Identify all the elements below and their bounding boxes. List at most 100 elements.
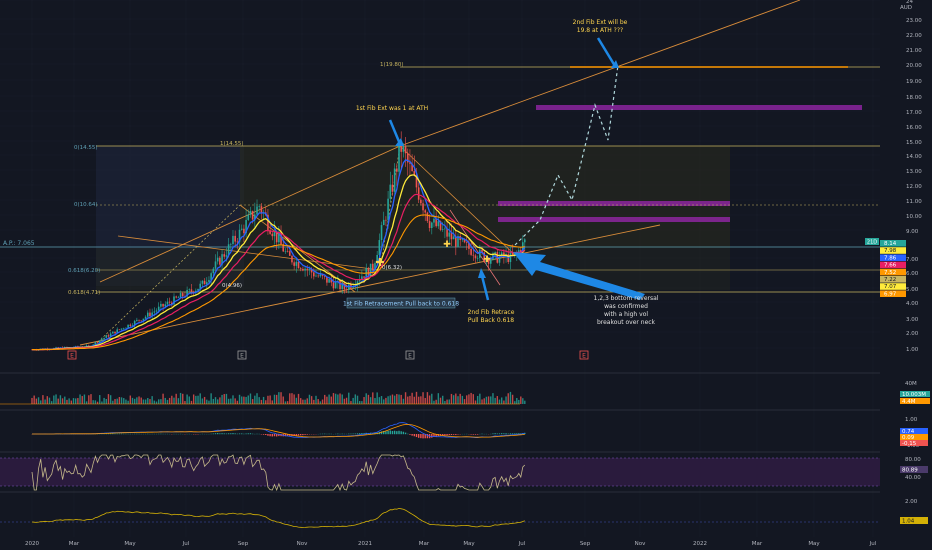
y-tick-7: 17.00 [906,110,922,116]
volume-bar [485,396,488,404]
candle-body [120,328,123,330]
candle-body [258,206,260,207]
candle-body [179,293,182,298]
candle-body [424,210,427,213]
macd-bar [216,433,219,435]
earnings-box-4[interactable] [579,350,589,360]
candle-body [208,280,210,283]
volume-bar [490,396,492,404]
volume-bar [219,397,221,404]
annotation-reversal-line2: was confirmed [604,303,648,310]
volume-bar [479,393,481,404]
volume-bar [197,395,199,404]
volume-bar [352,397,354,404]
candle-body [306,268,309,270]
earnings-marker-2[interactable]: E [240,353,244,360]
candle-body [376,254,378,264]
price-badge-2: 7.86 [884,255,897,261]
candle-body [275,231,278,243]
macd-bar [214,433,217,435]
zone-bar-1 [536,105,862,110]
annotation-2nd-retrace-line2: Pull Back 0.618 [468,317,514,324]
candle-body [409,162,411,164]
candle-body [282,244,285,252]
earnings-marker-4[interactable]: E [582,353,586,360]
candle-body [203,280,206,285]
x-tick-2: May [124,541,136,547]
volume-bar [271,400,274,404]
candle-body [520,250,522,253]
trend-down-1 [117,235,381,271]
earnings-box-1[interactable] [67,350,77,360]
candle-body [415,174,418,188]
volume-bar [46,396,48,404]
candle-body [219,257,221,265]
volume-bar [337,394,339,404]
volume-bar [123,398,125,404]
volume-bar [64,396,66,404]
candle-body [293,262,295,266]
candle-body [96,342,99,343]
candle-body [319,274,322,277]
candle-body [404,146,407,154]
volume-bar [112,400,114,404]
volume-bar [363,397,365,404]
volume-bar [37,397,40,404]
macd-bar [411,434,413,436]
candle-body [321,274,324,276]
volume-bar [387,396,389,404]
volume-bar [245,396,247,404]
arrow-reversal [513,252,645,300]
volume-bar [173,397,175,404]
volume-bar [210,393,212,404]
volume-bar [273,394,276,404]
trend-down-4 [449,209,501,286]
macd-bar [496,433,499,435]
fib-diagonal-1 [94,204,241,346]
macd-bar [402,431,405,435]
macd-bar [505,433,507,435]
arrows [388,37,645,301]
panel-separators [0,372,932,493]
earnings-box-3[interactable] [405,350,415,360]
candle-body [173,296,175,305]
x-tick-12: 2022 [693,541,707,547]
earnings-marker-1[interactable]: E [70,353,74,360]
fib-label-19-8: 1(19.80) [380,62,404,68]
y-tick-9: 15.00 [906,140,922,146]
earnings-markers[interactable]: E E E E [67,350,589,360]
candle-body [144,316,147,319]
volume-bar [487,396,490,404]
candle-body [317,275,319,277]
candle-body [112,331,114,334]
candle-body [205,282,208,285]
volume-bar [216,399,219,404]
candle-body [280,234,282,245]
osc-badge-box [900,517,928,524]
volume-bar [221,394,223,404]
price-badge-box-6 [880,283,906,290]
annotation-1st-retrace: 1st Fib Retracement Pull back to 0.618 [343,301,459,308]
candle-body [186,289,188,297]
candle-body [509,252,512,263]
candle-body [151,312,153,317]
volume-bar [243,396,245,404]
candle-body [441,229,444,230]
volume-bar [85,401,88,404]
volume-bar [190,400,193,404]
volume-bar [133,398,136,404]
macd-bar [225,433,228,435]
macd-bar [348,433,350,435]
candle-body [347,284,350,290]
macd-bar [118,433,121,435]
volume-bar [262,396,265,404]
earnings-box-2[interactable] [237,350,247,360]
volume-bar [330,396,332,404]
candle-body [400,145,402,152]
volume-bar [105,399,107,404]
candle-body [341,283,344,290]
candle-body [463,239,466,243]
earnings-marker-3[interactable]: E [408,353,412,360]
candle-body [247,214,250,220]
